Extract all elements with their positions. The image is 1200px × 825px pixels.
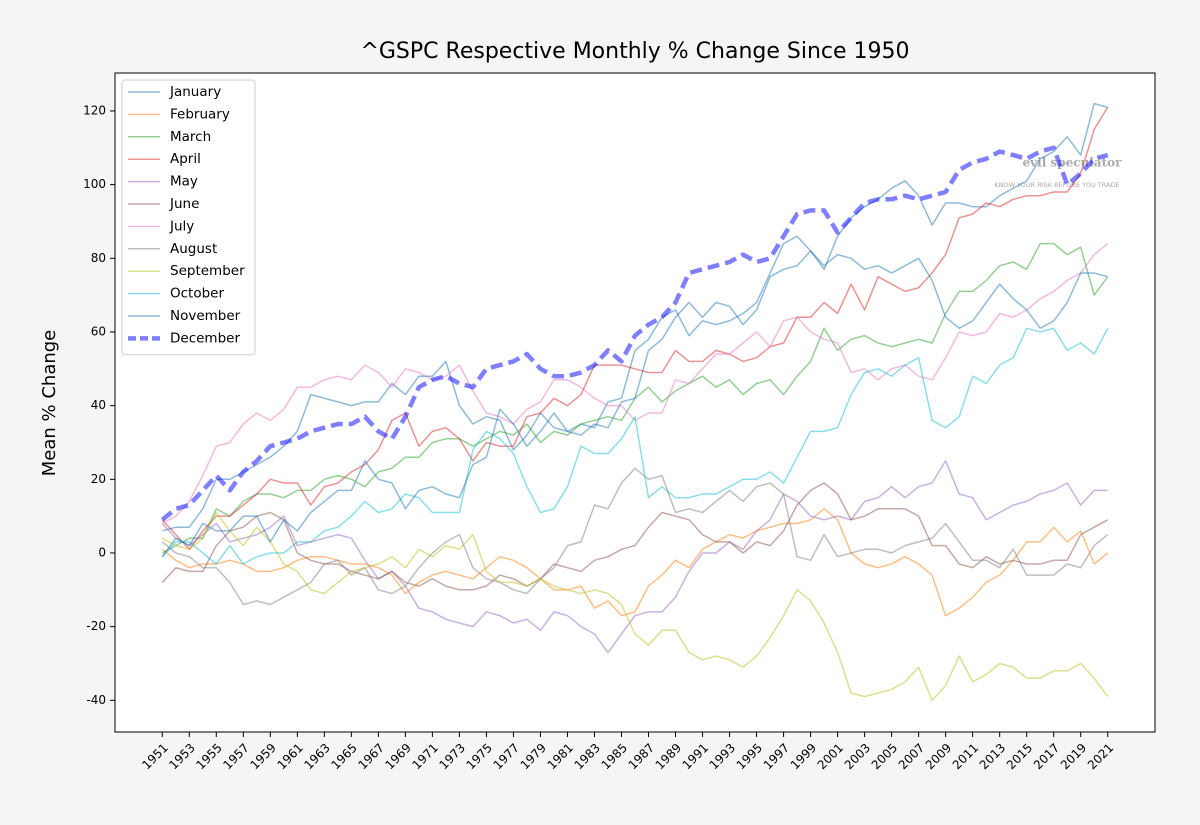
- series-line: [161, 467, 1109, 606]
- legend-label: August: [170, 241, 217, 257]
- axes-frame: [114, 72, 1156, 733]
- x-tick-label: 1965: [328, 741, 359, 772]
- x-tick-label: 1961: [274, 741, 305, 772]
- x-tick-label: 1963: [301, 741, 332, 772]
- x-tick-label: 1999: [788, 741, 819, 772]
- legend-label: May: [170, 174, 198, 190]
- y-tick-label: 0: [98, 545, 106, 559]
- x-tick-label: 2019: [1058, 741, 1089, 772]
- series-line: [162, 102, 1108, 532]
- series-line: [161, 106, 1109, 551]
- x-tick-label: 2015: [1004, 741, 1035, 772]
- series-line: [161, 250, 1108, 558]
- series-line: [161, 460, 1108, 654]
- y-tick-label: 120: [83, 103, 106, 117]
- x-tick-label: 2001: [815, 741, 846, 772]
- x-tick-label: 1983: [572, 741, 603, 772]
- watermark-tagline: KNOW YOUR RISK BEFORE YOU TRADE: [994, 181, 1119, 189]
- legend-label: February: [170, 106, 230, 122]
- x-tick-label: 1989: [653, 741, 684, 772]
- legend-label: December: [170, 330, 240, 346]
- x-tick-label: 1997: [761, 741, 792, 772]
- series-line: [161, 508, 1109, 617]
- x-tick-label: 2017: [1031, 741, 1062, 772]
- y-tick-label: 60: [91, 324, 106, 338]
- legend-label: October: [170, 286, 224, 302]
- y-tick-label: 100: [83, 177, 106, 191]
- series-line: [160, 145, 1109, 522]
- x-tick-label: 1969: [382, 741, 413, 772]
- legend-label: April: [170, 151, 201, 167]
- x-tick-label: 1993: [707, 741, 738, 772]
- x-tick-label: 1951: [139, 741, 170, 772]
- x-tick-label: 2003: [842, 741, 873, 772]
- chart-title: ^GSPC Respective Monthly % Change Since …: [360, 39, 909, 64]
- series-line: [161, 327, 1109, 565]
- x-tick-label: 1959: [247, 741, 278, 772]
- legend-label: March: [170, 129, 211, 145]
- x-tick-label: 2005: [869, 741, 900, 772]
- y-tick-label: -40: [86, 693, 106, 707]
- x-tick-label: 1977: [491, 741, 522, 772]
- legend-label: November: [170, 308, 241, 324]
- legend-label: July: [169, 218, 194, 234]
- legend-label: September: [170, 263, 245, 279]
- x-tick-label: 2011: [950, 741, 981, 772]
- y-tick-label: 40: [91, 398, 106, 412]
- x-tick-label: 1967: [355, 741, 386, 772]
- x-tick-label: 1981: [545, 741, 576, 772]
- y-tick-label: 20: [91, 472, 106, 486]
- x-tick-label: 1985: [599, 741, 630, 772]
- x-tick-label: 1991: [680, 741, 711, 772]
- series-line: [161, 482, 1109, 591]
- x-tick-label: 1973: [437, 741, 468, 772]
- legend-box: [121, 79, 256, 356]
- x-tick-label: 1979: [518, 741, 549, 772]
- watermark-brand: evil speculator: [1023, 156, 1123, 170]
- y-tick-label: -20: [86, 619, 106, 633]
- x-tick-label: 1957: [220, 741, 251, 772]
- x-tick-label: 1971: [409, 741, 440, 772]
- y-axis-label: Mean % Change: [39, 330, 60, 477]
- x-tick-label: 2021: [1085, 741, 1116, 772]
- x-tick-label: 2007: [896, 741, 927, 772]
- x-tick-label: 1987: [626, 741, 657, 772]
- x-tick-label: 2013: [977, 741, 1008, 772]
- legend-label: June: [169, 196, 199, 212]
- x-tick-label: 2009: [923, 741, 954, 772]
- y-tick-label: 80: [91, 251, 106, 265]
- x-tick-label: 1975: [464, 741, 495, 772]
- x-tick-label: 1953: [166, 741, 197, 772]
- x-tick-label: 1995: [734, 741, 765, 772]
- series-line: [161, 511, 1109, 702]
- x-tick-label: 1955: [193, 741, 224, 772]
- legend-label: January: [169, 84, 221, 100]
